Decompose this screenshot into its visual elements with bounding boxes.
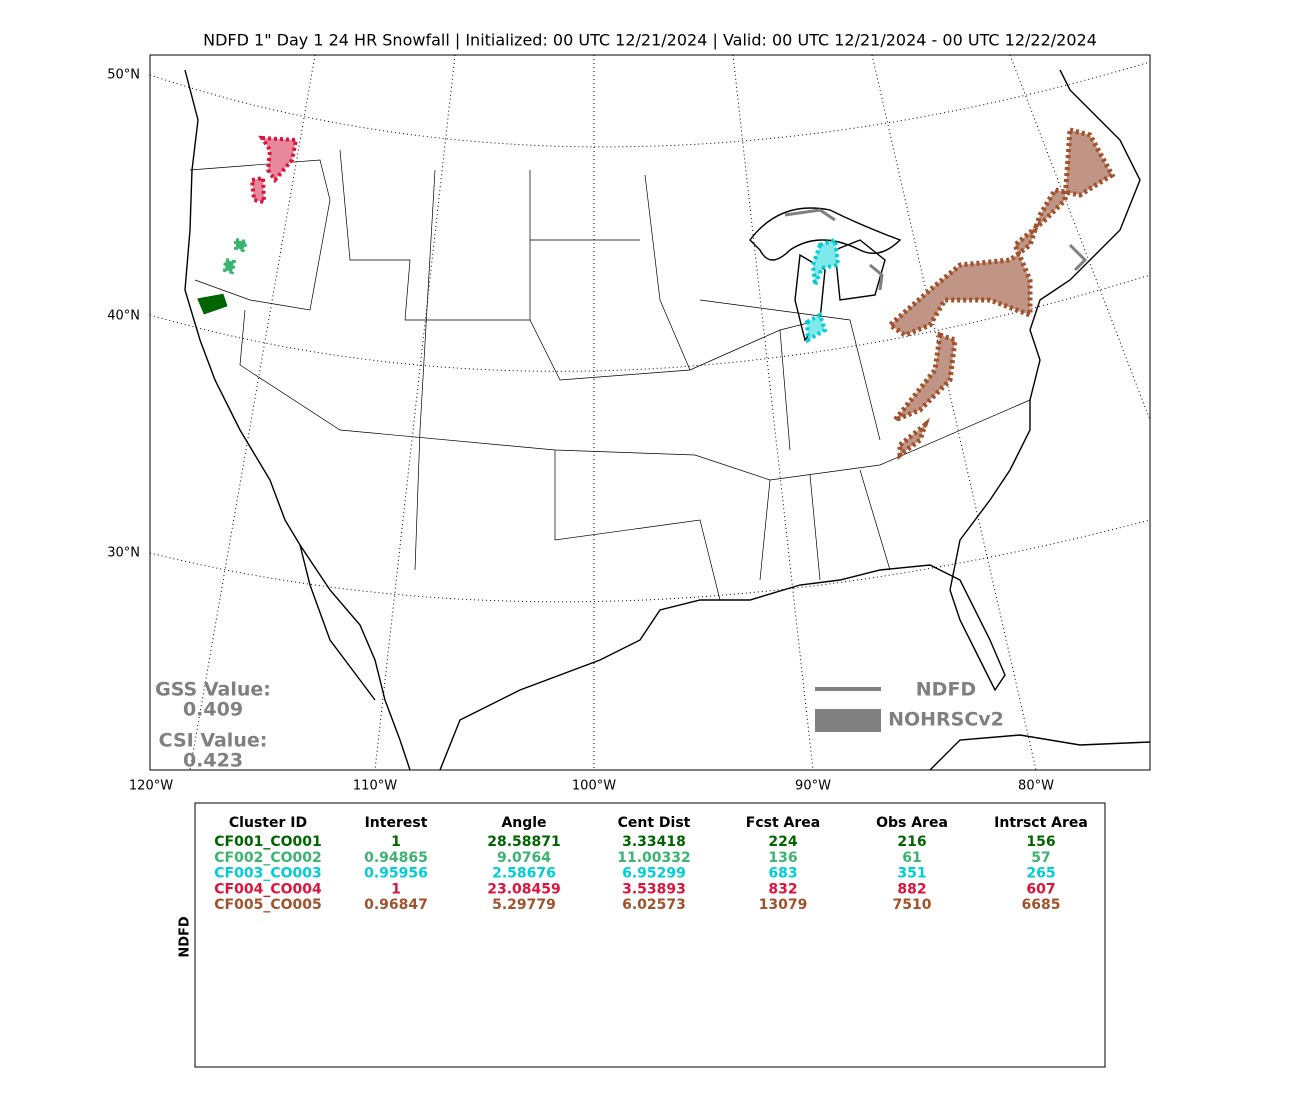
score-value: 0.423 (183, 750, 243, 772)
table-frame (194, 802, 1106, 1068)
ndfd-outline (784, 208, 1088, 291)
lon-labels: 120°W 110°W 100°W 90°W 80°W (129, 779, 1054, 794)
table-cell: 224 (768, 834, 797, 850)
lon-label: 80°W (1018, 779, 1054, 794)
table-cell: 3.33418 (622, 834, 686, 850)
table-cell: 136 (768, 850, 797, 866)
side-label: NDFD (178, 916, 193, 958)
lon-label: 110°W (353, 779, 397, 794)
score-label: GSS Value: (155, 679, 271, 701)
table-cell: 2.58676 (492, 866, 556, 882)
table-cell: 6685 (1022, 897, 1061, 913)
lon-label: 120°W (129, 779, 173, 794)
cluster-3 (804, 237, 841, 344)
table-cell: CF005_CO005 (214, 897, 321, 913)
table-cell: 61 (902, 850, 921, 866)
coastlines (184, 69, 1151, 771)
column-header: Angle (501, 815, 546, 831)
score-value: 0.409 (183, 699, 243, 721)
table-cell: CF001_CO001 (214, 834, 321, 850)
table-cell: 5.29779 (492, 897, 556, 913)
legend: NDFD NOHRSCv2 (815, 679, 1004, 732)
lat-labels: 50°N 40°N 30°N (107, 68, 140, 561)
column-header: Cluster ID (229, 815, 307, 831)
state-borders (189, 149, 1031, 601)
legend-label: NOHRSCv2 (888, 709, 1004, 731)
table-cell: 832 (768, 881, 797, 897)
column-header: Obs Area (876, 815, 948, 831)
table-cell: 57 (1031, 850, 1050, 866)
column-header: Fcst Area (746, 815, 820, 831)
cluster-4 (249, 135, 299, 205)
table-cell: CF004_CO004 (214, 881, 322, 897)
table-cell: 216 (897, 834, 926, 850)
cluster-2 (222, 237, 249, 275)
table-cell: 882 (897, 881, 926, 897)
table-cell: 28.58871 (487, 834, 561, 850)
table-cell: 7510 (893, 897, 932, 913)
legend-swatch (815, 709, 881, 732)
column-header: Intrsct Area (994, 815, 1088, 831)
title: NDFD 1" Day 1 24 HR Snowfall | Initializ… (203, 31, 1097, 50)
column-header: Cent Dist (618, 815, 691, 831)
table-cell: 23.08459 (487, 881, 561, 897)
table-cell: 0.96847 (364, 897, 428, 913)
lat-label: 30°N (107, 546, 140, 561)
score-label: CSI Value: (159, 730, 268, 752)
cluster-5 (885, 126, 1116, 460)
cluster-1 (197, 293, 228, 315)
map-frame (149, 54, 1151, 771)
scores: GSS Value: 0.409 CSI Value: 0.423 (155, 679, 271, 772)
table-cell: 3.53893 (622, 881, 686, 897)
table-cell: 11.00332 (617, 850, 691, 866)
lat-label: 50°N (107, 68, 140, 83)
table-cell: 13079 (759, 897, 808, 913)
table-cell: CF002_CO002 (214, 850, 321, 866)
table: NDFD Cluster ID Interest Angle Cent Dist Fcs… (178, 802, 1106, 1068)
lon-label: 100°W (572, 779, 616, 794)
table-cell: 6.02573 (622, 897, 686, 913)
table-cell: 0.94865 (364, 850, 428, 866)
table-cell: 351 (897, 866, 926, 882)
table-cell: 156 (1026, 834, 1055, 850)
column-header: Interest (365, 815, 428, 831)
table-cell: 683 (768, 866, 797, 882)
table-cell: 6.95299 (622, 866, 686, 882)
table-cell: 607 (1026, 881, 1055, 897)
table-cell: 1 (391, 834, 401, 850)
lon-label: 90°W (795, 779, 831, 794)
table-cell: 9.0764 (497, 850, 551, 866)
table-cell: CF003_CO003 (214, 866, 321, 882)
table-cell: 1 (391, 881, 401, 897)
graticule (149, 54, 1151, 771)
table-cell: 0.95956 (364, 866, 428, 882)
snow-clusters (197, 126, 1116, 460)
table-cell: 265 (1026, 866, 1055, 882)
lat-label: 40°N (107, 309, 140, 324)
map: 50°N 40°N 30°N 120°W 110°W 100°W 90°W 80… (107, 54, 1151, 794)
legend-label: NDFD (916, 679, 976, 701)
